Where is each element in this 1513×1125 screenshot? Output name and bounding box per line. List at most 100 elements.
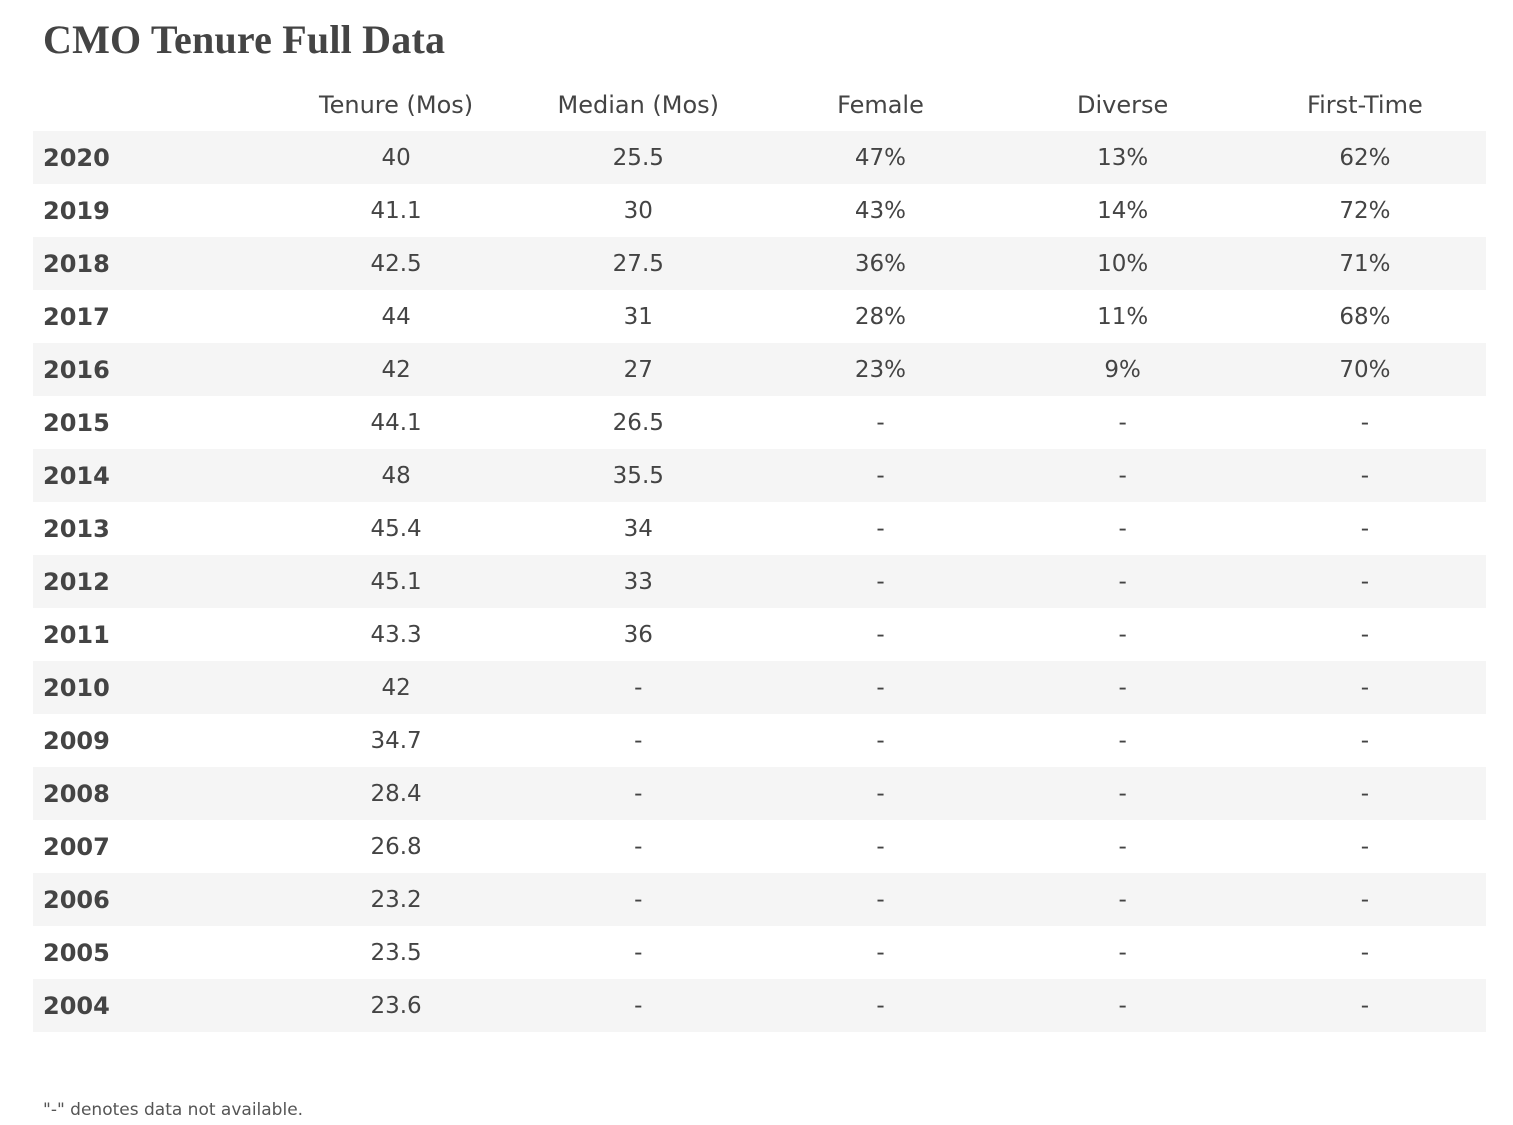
diverse-cell: - (1001, 873, 1244, 926)
table-row: 2004 23.6- - - - (33, 979, 1486, 1032)
tenure-cell: 23.2 (275, 873, 518, 926)
year-cell: 2020 (33, 131, 275, 184)
female-cell: - (759, 396, 1002, 449)
year-cell: 2011 (33, 608, 275, 661)
diverse-cell: - (1001, 555, 1244, 608)
first-time-cell: 72% (1243, 184, 1486, 237)
header-first-time: First-Time (1307, 90, 1423, 119)
median-cell: 27.5 (517, 237, 760, 290)
female-cell: - (759, 926, 1002, 979)
diverse-cell: - (1001, 979, 1244, 1032)
table-row: 2015 44.1 26.5- - - (33, 396, 1486, 449)
tenure-cell: 28.4 (275, 767, 518, 820)
table-row: 2016 42 27 23% 9% 70% (33, 343, 1486, 396)
diverse-cell: - (1001, 714, 1244, 767)
year-cell: 2017 (33, 290, 275, 343)
table-row: 2017 44 31 28% 11% 68% (33, 290, 1486, 343)
header-diverse: Diverse (1077, 90, 1169, 119)
female-cell: - (759, 820, 1002, 873)
first-time-cell: - (1243, 979, 1486, 1032)
year-cell: 2006 (33, 873, 275, 926)
female-cell: - (759, 714, 1002, 767)
year-cell: 2014 (33, 449, 275, 502)
table-row: 2010 42- - - - (33, 661, 1486, 714)
first-time-cell: - (1243, 502, 1486, 555)
table-body: 2020 40 25.5 47% 13% 62% 2019 41.1 30 43% 14% 72% 20… (33, 131, 1486, 1032)
tenure-cell: 45.4 (275, 502, 518, 555)
median-cell: 27 (517, 343, 760, 396)
first-time-cell: 70% (1243, 343, 1486, 396)
table-row: 2012 45.1 33- - - (33, 555, 1486, 608)
female-cell: 28% (759, 290, 1002, 343)
diverse-cell: 13% (1001, 131, 1244, 184)
median-cell: - (517, 767, 760, 820)
table-header-row: Tenure (Mos) Median (Mos) Female Diverse… (33, 78, 1486, 131)
year-cell: 2012 (33, 555, 275, 608)
tenure-cell: 43.3 (275, 608, 518, 661)
header-female: Female (837, 90, 924, 119)
first-time-cell: - (1243, 661, 1486, 714)
page-title: CMO Tenure Full Data (43, 17, 446, 62)
median-cell: 33 (517, 555, 760, 608)
diverse-cell: - (1001, 661, 1244, 714)
female-cell: 47% (759, 131, 1002, 184)
first-time-cell: 68% (1243, 290, 1486, 343)
year-cell: 2018 (33, 237, 275, 290)
year-cell: 2015 (33, 396, 275, 449)
female-cell: - (759, 555, 1002, 608)
median-cell: 30 (517, 184, 760, 237)
footnote: "-" denotes data not available. (43, 1100, 304, 1120)
median-cell: 31 (517, 290, 760, 343)
year-cell: 2010 (33, 661, 275, 714)
table-row: 2020 40 25.5 47% 13% 62% (33, 131, 1486, 184)
tenure-cell: 34.7 (275, 714, 518, 767)
tenure-cell: 23.6 (275, 979, 518, 1032)
diverse-cell: 9% (1001, 343, 1244, 396)
female-cell: - (759, 449, 1002, 502)
median-cell: 34 (517, 502, 760, 555)
tenure-cell: 41.1 (275, 184, 518, 237)
female-cell: 23% (759, 343, 1002, 396)
header-year (33, 78, 275, 131)
year-cell: 2007 (33, 820, 275, 873)
diverse-cell: - (1001, 926, 1244, 979)
year-cell: 2019 (33, 184, 275, 237)
diverse-cell: - (1001, 767, 1244, 820)
year-cell: 2009 (33, 714, 275, 767)
female-cell: 36% (759, 237, 1002, 290)
first-time-cell: - (1243, 449, 1486, 502)
tenure-cell: 26.8 (275, 820, 518, 873)
female-cell: - (759, 873, 1002, 926)
first-time-cell: - (1243, 714, 1486, 767)
first-time-cell: 62% (1243, 131, 1486, 184)
tenure-cell: 40 (275, 131, 518, 184)
female-cell: - (759, 661, 1002, 714)
median-cell: - (517, 873, 760, 926)
diverse-cell: - (1001, 449, 1244, 502)
first-time-cell: - (1243, 555, 1486, 608)
first-time-cell: - (1243, 873, 1486, 926)
table-row: 2013 45.4 34- - - (33, 502, 1486, 555)
tenure-cell: 45.1 (275, 555, 518, 608)
year-cell: 2004 (33, 979, 275, 1032)
year-cell: 2013 (33, 502, 275, 555)
tenure-cell: 42.5 (275, 237, 518, 290)
year-cell: 2005 (33, 926, 275, 979)
table-row: 2014 48 35.5- - - (33, 449, 1486, 502)
first-time-cell: - (1243, 608, 1486, 661)
table-row: 2005 23.5- - - - (33, 926, 1486, 979)
tenure-cell: 44.1 (275, 396, 518, 449)
cmo-tenure-table: Tenure (Mos) Median (Mos) Female Diverse… (33, 78, 1486, 1032)
median-cell: - (517, 661, 760, 714)
table-row: 2009 34.7- - - - (33, 714, 1486, 767)
median-cell: - (517, 714, 760, 767)
table-row: 2006 23.2- - - - (33, 873, 1486, 926)
first-time-cell: - (1243, 820, 1486, 873)
diverse-cell: - (1001, 502, 1244, 555)
table-row: 2019 41.1 30 43% 14% 72% (33, 184, 1486, 237)
table-row: 2011 43.3 36- - - (33, 608, 1486, 661)
table-row: 2008 28.4- - - - (33, 767, 1486, 820)
median-cell: 35.5 (517, 449, 760, 502)
first-time-cell: - (1243, 767, 1486, 820)
year-cell: 2016 (33, 343, 275, 396)
